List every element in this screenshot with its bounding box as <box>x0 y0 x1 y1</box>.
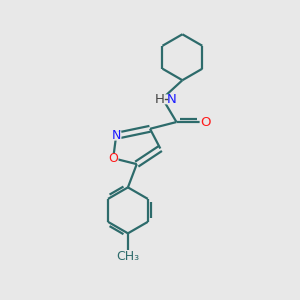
Text: CH₃: CH₃ <box>116 250 140 262</box>
FancyBboxPatch shape <box>108 154 119 163</box>
Text: O: O <box>200 116 211 128</box>
FancyBboxPatch shape <box>119 251 136 261</box>
Text: O: O <box>108 152 118 165</box>
Text: H: H <box>154 93 164 106</box>
FancyBboxPatch shape <box>200 117 211 127</box>
Text: N: N <box>166 93 176 106</box>
Text: N: N <box>112 129 121 142</box>
FancyBboxPatch shape <box>111 131 122 141</box>
FancyBboxPatch shape <box>150 94 169 104</box>
